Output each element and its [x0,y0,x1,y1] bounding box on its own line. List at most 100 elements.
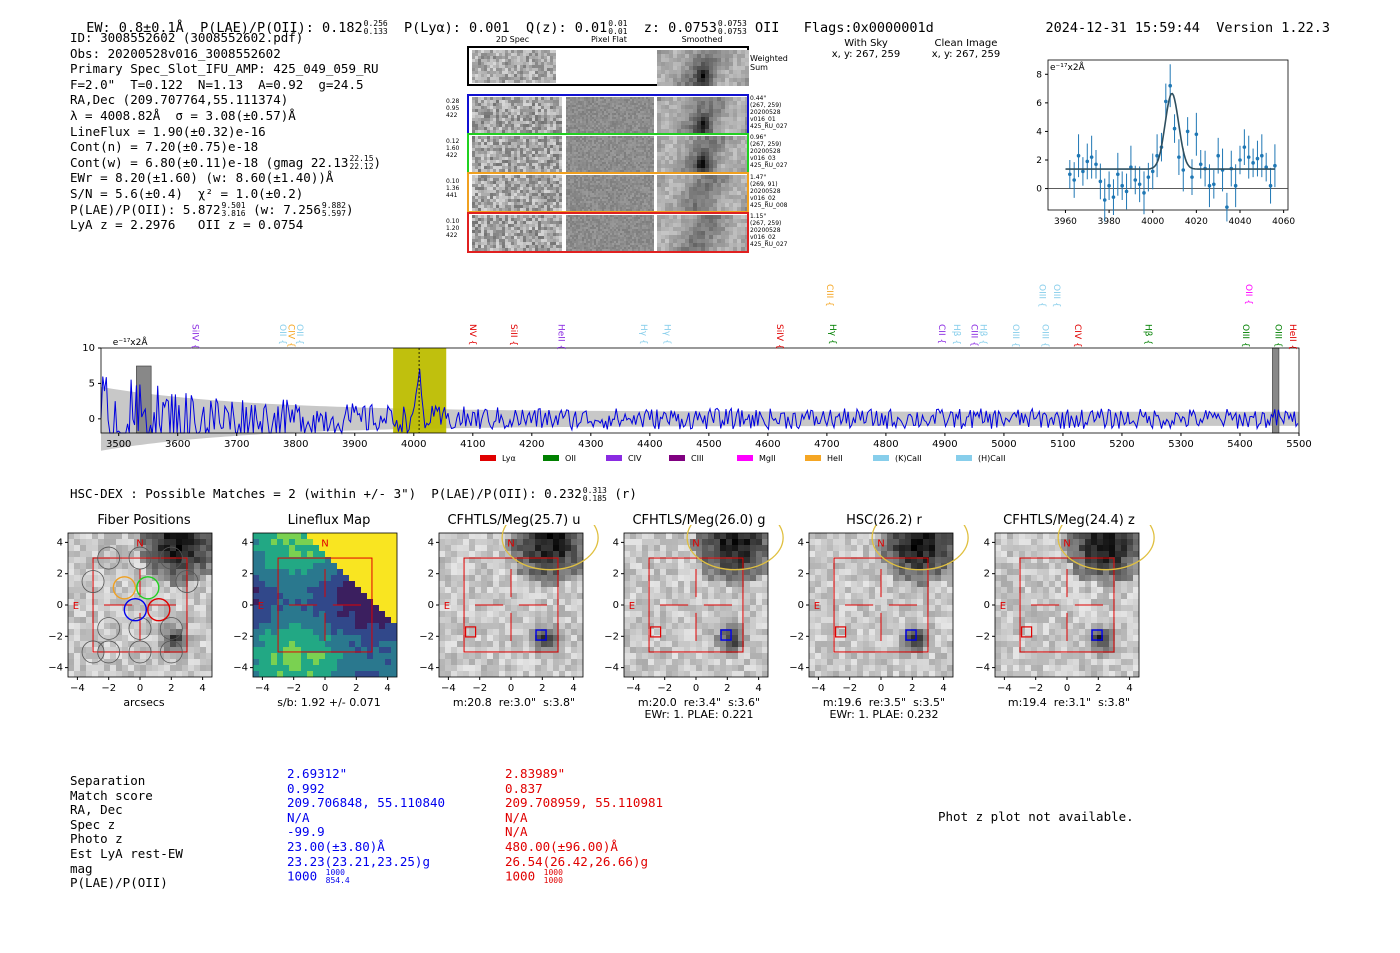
line-marker-label: SiIV { [774,324,784,350]
panel-y-tick-label: 2 [798,569,804,580]
clean-image-title: Clean Image x, y: 267, 259 [931,38,1001,60]
legend-label: (K)CaII [895,454,922,463]
fiber-circle [175,570,199,593]
zoom-x-tick-label: 4040 [1229,217,1252,227]
zoom-data-point [1212,182,1216,187]
line-marker-label: OII { [277,324,287,345]
spectrum-x-tick-label: 4100 [460,439,485,450]
panel-x-tick-label: 0 [878,683,884,694]
fiber-3-smoothed [657,175,749,211]
panel-x-tick-label: 0 [137,683,143,694]
spectrum-y-tick-label: 5 [89,378,95,389]
panel-y-tick-label: −2 [419,631,434,642]
zoom-data-point [1242,145,1247,149]
legend-label: HeII [827,454,843,463]
with-sky-title: With Sky x, y: 267, 259 [831,38,901,60]
zoom-data-point [1164,99,1168,104]
fiber-3-pixelflat [566,175,654,211]
fiber-circle [81,640,105,664]
spectrum-y-tick-label: 10 [82,343,95,354]
panel-y-tick-label: −4 [419,663,434,674]
spectrum-x-tick-label: 3600 [165,439,190,450]
zoom-y-tick-label: 2 [1036,156,1042,166]
plae-header: P(LAE)/P(OII): 0.182 [200,20,363,36]
galaxy-ellipse [501,525,599,571]
info-sn: S/N = 5.6(±0.4) χ² = 1.0(±0.2) [70,185,304,201]
east-label: E [814,601,820,612]
panel-y-tick-label: −2 [789,631,804,642]
line-marker-label: CIV { [1072,324,1082,348]
aperture-box [463,557,559,653]
zoom-data-point [1094,162,1098,167]
zoom-data-point [1107,183,1111,188]
match-labels: Separation Match score RA, Dec Spec z Ph… [70,773,183,891]
panel-y-tick-label: −2 [48,631,63,642]
panel-x-tick-label: 4 [755,683,761,694]
panel-x-tick-label: 4 [1126,683,1132,694]
zoom-data-point [1216,153,1220,158]
line-marker-label: CIV { [286,324,296,348]
flags-value: Flags:0x0000001d [803,20,934,36]
fiber-4-pixelflat [566,215,654,251]
blue-match-box [720,629,732,641]
panel-y-tick-label: 2 [242,569,248,580]
zoom-data-point [1155,153,1159,158]
east-label: E [73,601,79,612]
label-separation: Separation [70,773,146,788]
line-marker-label: SiIV { [190,324,200,350]
spectrum-x-tick-label: 5500 [1286,439,1311,450]
zoom-data-point [1129,165,1133,169]
fiber-circle-green [136,576,160,600]
line-marker-label: Hγ { [827,324,837,345]
legend-label: CIV [628,454,642,463]
panel-1-image [68,533,212,677]
panel-y-tick-label: 4 [984,537,990,548]
red-radec: 209.708959, 55.110981 [505,795,664,811]
line-marker-label: Hβ { [1143,324,1153,345]
col-title-2dspec: 2D Spec [495,35,530,44]
line-marker-label: OII { [1243,284,1253,305]
panel-x-tick-label: 2 [1095,683,1101,694]
panel-x-tick-label: −4 [811,683,826,694]
header-line: EW: 0.8±0.1Å P(LAE)/P(OII): 0.182 0.256 0.… [70,4,934,37]
blue-radec: 209.706848, 55.110840 [287,795,446,811]
red-match-box [465,626,477,638]
aperture-box [833,557,929,653]
info-contw: Cont(w) = 6.80(±0.11)e-18 (gmag 22.13 22.… [70,154,382,172]
spectrum-x-tick-label: 5300 [1168,439,1193,450]
fiber-4-smoothed [657,215,749,251]
panel-images: N E −4 −2 0 2 4 4 2 0 −2 −4 N E −4 −2 0 2 4 4 2 0 −2 −4 N E −4 −2 0 2… [48,525,1155,694]
north-label: N [321,538,328,549]
blue-mag: 23.23(23.21,23.25)g [287,853,430,869]
spectrum-y-tick-label: 0 [89,414,95,425]
red-est-lya: 480.00(±96.00)Å [505,838,618,854]
zoom-data-point [1081,169,1085,174]
fiber-circle [81,570,105,593]
legend-swatch [956,455,972,461]
north-label: N [877,538,884,549]
z-value: z: 0.0753 [643,20,717,36]
red-match-box [650,626,662,638]
fiber-circle [97,546,121,570]
panel-3-image [439,533,583,677]
fiber-2-right: 0.96" (267, 259) 20200528 v016_03 425_RU… [750,134,788,169]
spectrum-line-highlight [393,348,447,433]
fiber-circle-orange [112,576,137,600]
aperture-box [92,557,188,653]
red-spec-z: N/A [505,809,528,825]
fiber-2-2dspec [472,136,562,172]
info-plae: P(LAE)/P(OII): 5.872 9.501 3.816 (w: 7.256… [70,201,354,219]
legend-label: Lyα [502,454,516,463]
line-marker-label: OIII { [1039,324,1049,348]
zoom-line-plot: e⁻¹⁷x2Å 3960 3980 4000 4020 4040 4060 0 2 4 6 8 [1036,59,1295,227]
ew-value: EW: 0.8±0.1Å [86,20,184,36]
panel-y-tick-label: 4 [428,537,434,548]
z-range: 0.0753 0.0753 [717,19,747,36]
blue-spec-z: N/A [287,809,310,825]
line-marker-label: HeII { [1287,324,1297,350]
weighted-smoothed [657,50,749,86]
zoom-data-point [1168,83,1172,88]
zoom-y-tick-label: 6 [1036,99,1042,109]
zoom-data-point [1251,161,1255,165]
north-label: N [692,538,699,549]
